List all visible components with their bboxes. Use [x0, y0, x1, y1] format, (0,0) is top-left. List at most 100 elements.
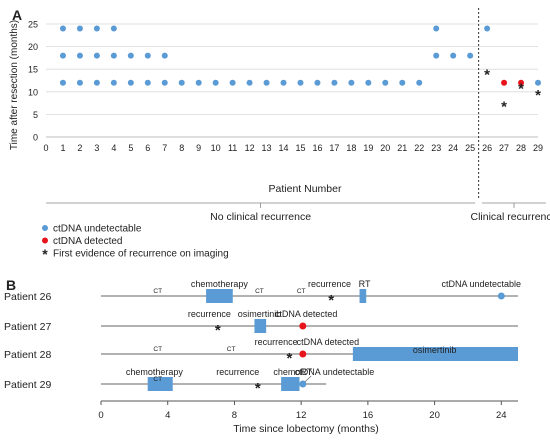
- undetectable-point: [365, 79, 372, 86]
- undetectable-point: [93, 25, 100, 32]
- legend-label: First evidence of recurrence on imaging: [53, 249, 229, 260]
- x-tick-label: 29: [533, 143, 543, 153]
- undetectable-point: [348, 79, 355, 86]
- undetectable-point: [110, 52, 117, 59]
- panel-b-x-axis-label: Time since lobectomy (months): [233, 423, 379, 435]
- panel-a-gridlines: [46, 23, 538, 115]
- treatment-bar: [147, 377, 173, 391]
- patient-label: Patient 27: [4, 321, 51, 333]
- x-tick-label: 3: [94, 143, 99, 153]
- x-tick-label: 16: [312, 143, 322, 153]
- x-tick-label: 28: [516, 143, 526, 153]
- ct-label: CT: [255, 288, 264, 295]
- event-label: chemotherapy: [126, 367, 184, 377]
- undetectable-point: [229, 79, 236, 86]
- treatment-bar: [359, 289, 367, 303]
- undetectable-point: [535, 79, 541, 86]
- x-tick-label: 11: [228, 143, 237, 153]
- undetectable-point: [76, 25, 83, 32]
- event-label: ctDNA undetectable: [442, 279, 522, 289]
- undetectable-point: [93, 52, 100, 59]
- event-label: osimertinib: [413, 345, 457, 355]
- x-tick-label: 27: [499, 143, 509, 153]
- x-tick-label: 8: [232, 410, 237, 421]
- x-tick-label: 21: [397, 143, 407, 153]
- undetectable-point: [484, 25, 491, 32]
- undetectable-point: [382, 79, 389, 86]
- x-tick-label: 10: [211, 143, 221, 153]
- x-tick-label: 26: [482, 143, 492, 153]
- event-label: recurrence: [216, 367, 259, 377]
- x-tick-label: 24: [496, 410, 507, 421]
- undetectable-point: [178, 79, 185, 86]
- undetectable-point: [467, 52, 474, 59]
- legend-dot: [42, 225, 48, 231]
- event-label: RT: [359, 279, 371, 289]
- x-tick-label: 25: [465, 143, 475, 153]
- group-label: Clinical recurrence: [471, 211, 550, 223]
- x-tick-label: 0: [98, 410, 103, 421]
- x-tick-label: 7: [162, 143, 167, 153]
- x-tick-label: 22: [414, 143, 424, 153]
- panel-a-label: A: [12, 7, 22, 23]
- undetectable-point: [127, 79, 134, 86]
- undetectable-point: [331, 79, 338, 86]
- undetectable-point: [195, 79, 202, 86]
- undetectable-point: [110, 25, 117, 32]
- treatment-bar: [352, 347, 518, 361]
- undetectable-point: [433, 25, 440, 32]
- y-tick-label: 20: [28, 42, 38, 52]
- event-label: recurrence: [308, 279, 351, 289]
- undetectable-point: [314, 79, 321, 86]
- ct-label: CT: [153, 376, 162, 383]
- recurrence-asterisk: *: [328, 292, 334, 309]
- ctdna-undetectable-dot: [497, 292, 505, 300]
- panel-a-x-axis-label: Patient Number: [269, 183, 342, 195]
- ct-label: CT: [153, 346, 162, 353]
- event-label: recurrence: [188, 309, 231, 319]
- undetectable-point: [127, 52, 134, 59]
- x-tick-label: 20: [429, 410, 440, 421]
- patient-label: Patient 29: [4, 379, 51, 391]
- undetectable-point: [399, 79, 406, 86]
- event-label: chemoRT: [273, 367, 312, 377]
- event-label: ctDNA detected: [297, 337, 360, 347]
- callout-line: [304, 375, 312, 383]
- ct-label: CT: [297, 288, 306, 295]
- recurrence-asterisk: *: [255, 380, 261, 397]
- y-tick-label: 25: [28, 20, 38, 30]
- undetectable-point: [161, 52, 168, 59]
- y-tick-label: 15: [28, 65, 38, 75]
- x-tick-label: 23: [431, 143, 441, 153]
- undetectable-point: [450, 52, 457, 59]
- panel-a-y-axis-label: Time after resection (months): [9, 20, 20, 150]
- undetectable-point: [212, 79, 219, 86]
- undetectable-point: [144, 79, 151, 86]
- x-tick-label: 6: [145, 143, 150, 153]
- y-tick-label: 10: [28, 87, 38, 97]
- undetectable-point: [76, 79, 83, 86]
- x-tick-label: 15: [295, 143, 305, 153]
- recurrence-asterisk: *: [535, 87, 541, 104]
- undetectable-point: [433, 52, 440, 59]
- y-tick-label: 5: [33, 110, 38, 120]
- ct-label: CT: [227, 346, 236, 353]
- undetectable-point: [110, 79, 117, 86]
- treatment-bar: [206, 289, 233, 303]
- undetectable-point: [59, 25, 66, 32]
- ct-label: CT: [153, 288, 162, 295]
- legend-label: ctDNA detected: [53, 236, 122, 247]
- x-tick-label: 1: [60, 143, 65, 153]
- recurrence-asterisk: *: [501, 98, 507, 115]
- panel-a-marks: * * * *: [59, 25, 541, 115]
- event-label: ctDNA detected: [275, 309, 338, 319]
- y-tick-label: 0: [33, 133, 38, 143]
- panel-a-y-ticks: 0 5 10 15 20 25: [28, 20, 38, 143]
- undetectable-point: [246, 79, 253, 86]
